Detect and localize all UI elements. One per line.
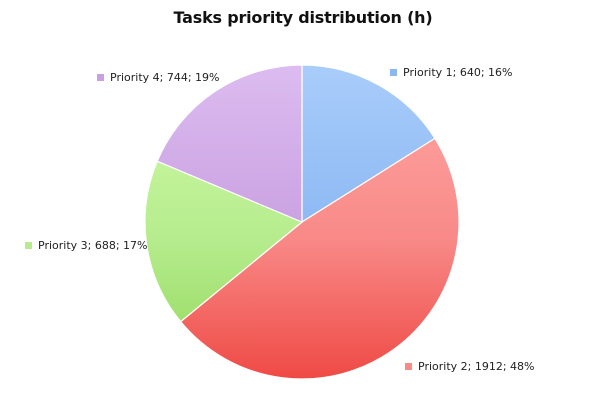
- legend-marker-priority-3: [25, 242, 32, 249]
- data-label-priority-4: Priority 4; 744; 19%: [110, 71, 220, 84]
- labels-group: Priority 1; 640; 16% Priority 2; 1912; 48…: [25, 66, 535, 373]
- data-label-priority-2: Priority 2; 1912; 48%: [418, 360, 535, 373]
- slices-group: [144, 64, 460, 380]
- legend-marker-priority-1: [390, 69, 397, 76]
- chart-title: Tasks priority distribution (h): [173, 8, 433, 27]
- legend-marker-priority-2: [405, 363, 412, 370]
- pie-slice-priority-4: [156, 64, 303, 223]
- data-label-priority-1: Priority 1; 640; 16%: [403, 66, 513, 79]
- pie-slice-priority-1: [301, 64, 436, 224]
- pie-slice-priority-2: [179, 137, 460, 380]
- data-label-priority-3: Priority 3; 688; 17%: [38, 239, 148, 252]
- legend-marker-priority-4: [97, 74, 104, 81]
- pie-slice-priority-3: [144, 160, 304, 323]
